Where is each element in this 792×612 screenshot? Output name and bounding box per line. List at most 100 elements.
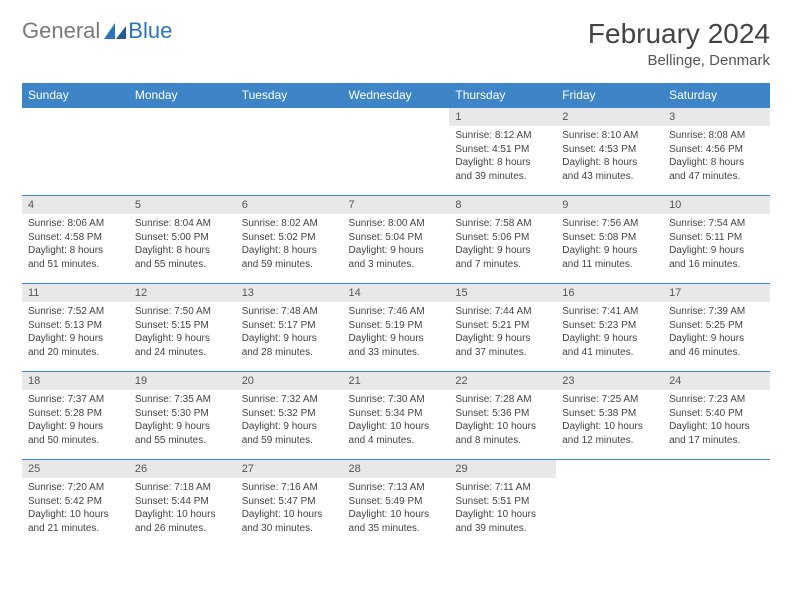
sunrise-line: Sunrise: 7:37 AM	[28, 393, 123, 407]
daylight-line: Daylight: 10 hours	[562, 420, 657, 434]
calendar-cell: 15Sunrise: 7:44 AMSunset: 5:21 PMDayligh…	[449, 284, 556, 372]
weekday-sunday: Sunday	[22, 83, 129, 108]
calendar-cell: 22Sunrise: 7:28 AMSunset: 5:36 PMDayligh…	[449, 372, 556, 460]
sunset-line: Sunset: 5:49 PM	[349, 495, 444, 509]
calendar-cell: 11Sunrise: 7:52 AMSunset: 5:13 PMDayligh…	[22, 284, 129, 372]
sunrise-line: Sunrise: 7:44 AM	[455, 305, 550, 319]
day-details: Sunrise: 7:25 AMSunset: 5:38 PMDaylight:…	[556, 390, 663, 453]
daylight-line: Daylight: 10 hours	[455, 420, 550, 434]
daylight-line: Daylight: 9 hours	[28, 420, 123, 434]
sunset-line: Sunset: 5:47 PM	[242, 495, 337, 509]
calendar-cell: 19Sunrise: 7:35 AMSunset: 5:30 PMDayligh…	[129, 372, 236, 460]
day-number: 11	[22, 284, 129, 302]
calendar-cell	[129, 108, 236, 196]
sunrise-line: Sunrise: 7:32 AM	[242, 393, 337, 407]
daylight-line: Daylight: 8 hours	[242, 244, 337, 258]
calendar-cell: 24Sunrise: 7:23 AMSunset: 5:40 PMDayligh…	[663, 372, 770, 460]
day-details: Sunrise: 7:23 AMSunset: 5:40 PMDaylight:…	[663, 390, 770, 453]
daylight-line: and 47 minutes.	[669, 170, 764, 184]
daylight-line: and 8 minutes.	[455, 434, 550, 448]
weekday-wednesday: Wednesday	[343, 83, 450, 108]
day-details: Sunrise: 7:11 AMSunset: 5:51 PMDaylight:…	[449, 478, 556, 541]
calendar-cell	[663, 460, 770, 548]
daylight-line: Daylight: 9 hours	[28, 332, 123, 346]
daylight-line: and 16 minutes.	[669, 258, 764, 272]
sunset-line: Sunset: 4:53 PM	[562, 143, 657, 157]
day-details: Sunrise: 8:10 AMSunset: 4:53 PMDaylight:…	[556, 126, 663, 189]
calendar-cell: 23Sunrise: 7:25 AMSunset: 5:38 PMDayligh…	[556, 372, 663, 460]
sunset-line: Sunset: 5:36 PM	[455, 407, 550, 421]
day-number: 2	[556, 108, 663, 126]
day-details: Sunrise: 7:37 AMSunset: 5:28 PMDaylight:…	[22, 390, 129, 453]
daylight-line: Daylight: 10 hours	[349, 508, 444, 522]
calendar-cell: 8Sunrise: 7:58 AMSunset: 5:06 PMDaylight…	[449, 196, 556, 284]
sunset-line: Sunset: 5:38 PM	[562, 407, 657, 421]
sunset-line: Sunset: 5:28 PM	[28, 407, 123, 421]
sunset-line: Sunset: 4:56 PM	[669, 143, 764, 157]
sunrise-line: Sunrise: 8:06 AM	[28, 217, 123, 231]
sunset-line: Sunset: 5:30 PM	[135, 407, 230, 421]
sunrise-line: Sunrise: 7:48 AM	[242, 305, 337, 319]
weekday-header-row: Sunday Monday Tuesday Wednesday Thursday…	[22, 83, 770, 108]
daylight-line: and 33 minutes.	[349, 346, 444, 360]
day-number: 5	[129, 196, 236, 214]
daylight-line: Daylight: 9 hours	[349, 332, 444, 346]
sunrise-line: Sunrise: 7:41 AM	[562, 305, 657, 319]
sunset-line: Sunset: 5:44 PM	[135, 495, 230, 509]
sunset-line: Sunset: 4:58 PM	[28, 231, 123, 245]
sunset-line: Sunset: 5:17 PM	[242, 319, 337, 333]
daylight-line: Daylight: 8 hours	[28, 244, 123, 258]
calendar-cell: 16Sunrise: 7:41 AMSunset: 5:23 PMDayligh…	[556, 284, 663, 372]
day-number: 23	[556, 372, 663, 390]
daylight-line: and 30 minutes.	[242, 522, 337, 536]
sunrise-line: Sunrise: 7:58 AM	[455, 217, 550, 231]
sunset-line: Sunset: 5:34 PM	[349, 407, 444, 421]
calendar-week-row: 18Sunrise: 7:37 AMSunset: 5:28 PMDayligh…	[22, 372, 770, 460]
day-details: Sunrise: 7:44 AMSunset: 5:21 PMDaylight:…	[449, 302, 556, 365]
calendar-cell: 1Sunrise: 8:12 AMSunset: 4:51 PMDaylight…	[449, 108, 556, 196]
sunset-line: Sunset: 5:11 PM	[669, 231, 764, 245]
calendar-cell	[556, 460, 663, 548]
daylight-line: and 55 minutes.	[135, 434, 230, 448]
location-label: Bellinge, Denmark	[588, 52, 770, 69]
day-number: 15	[449, 284, 556, 302]
daylight-line: Daylight: 10 hours	[242, 508, 337, 522]
calendar-cell	[343, 108, 450, 196]
sunrise-line: Sunrise: 8:10 AM	[562, 129, 657, 143]
sunrise-line: Sunrise: 7:18 AM	[135, 481, 230, 495]
day-number: 3	[663, 108, 770, 126]
sunrise-line: Sunrise: 7:30 AM	[349, 393, 444, 407]
sunset-line: Sunset: 5:04 PM	[349, 231, 444, 245]
daylight-line: and 46 minutes.	[669, 346, 764, 360]
calendar-week-row: 4Sunrise: 8:06 AMSunset: 4:58 PMDaylight…	[22, 196, 770, 284]
day-details: Sunrise: 7:13 AMSunset: 5:49 PMDaylight:…	[343, 478, 450, 541]
day-details: Sunrise: 7:30 AMSunset: 5:34 PMDaylight:…	[343, 390, 450, 453]
daylight-line: Daylight: 9 hours	[135, 332, 230, 346]
calendar-week-row: 1Sunrise: 8:12 AMSunset: 4:51 PMDaylight…	[22, 108, 770, 196]
daylight-line: and 20 minutes.	[28, 346, 123, 360]
daylight-line: Daylight: 8 hours	[562, 156, 657, 170]
day-number: 25	[22, 460, 129, 478]
calendar-cell: 7Sunrise: 8:00 AMSunset: 5:04 PMDaylight…	[343, 196, 450, 284]
calendar-cell: 3Sunrise: 8:08 AMSunset: 4:56 PMDaylight…	[663, 108, 770, 196]
daylight-line: and 35 minutes.	[349, 522, 444, 536]
sunset-line: Sunset: 5:13 PM	[28, 319, 123, 333]
sunrise-line: Sunrise: 7:13 AM	[349, 481, 444, 495]
sunset-line: Sunset: 5:51 PM	[455, 495, 550, 509]
weekday-friday: Friday	[556, 83, 663, 108]
daylight-line: Daylight: 8 hours	[669, 156, 764, 170]
calendar-cell: 20Sunrise: 7:32 AMSunset: 5:32 PMDayligh…	[236, 372, 343, 460]
sunset-line: Sunset: 5:23 PM	[562, 319, 657, 333]
daylight-line: and 28 minutes.	[242, 346, 337, 360]
day-details: Sunrise: 8:02 AMSunset: 5:02 PMDaylight:…	[236, 214, 343, 277]
day-number: 22	[449, 372, 556, 390]
calendar-cell: 13Sunrise: 7:48 AMSunset: 5:17 PMDayligh…	[236, 284, 343, 372]
sunrise-line: Sunrise: 7:20 AM	[28, 481, 123, 495]
daylight-line: and 39 minutes.	[455, 170, 550, 184]
day-number: 13	[236, 284, 343, 302]
day-number: 7	[343, 196, 450, 214]
daylight-line: Daylight: 10 hours	[455, 508, 550, 522]
daylight-line: Daylight: 9 hours	[562, 244, 657, 258]
sunrise-line: Sunrise: 8:04 AM	[135, 217, 230, 231]
day-details: Sunrise: 7:20 AMSunset: 5:42 PMDaylight:…	[22, 478, 129, 541]
